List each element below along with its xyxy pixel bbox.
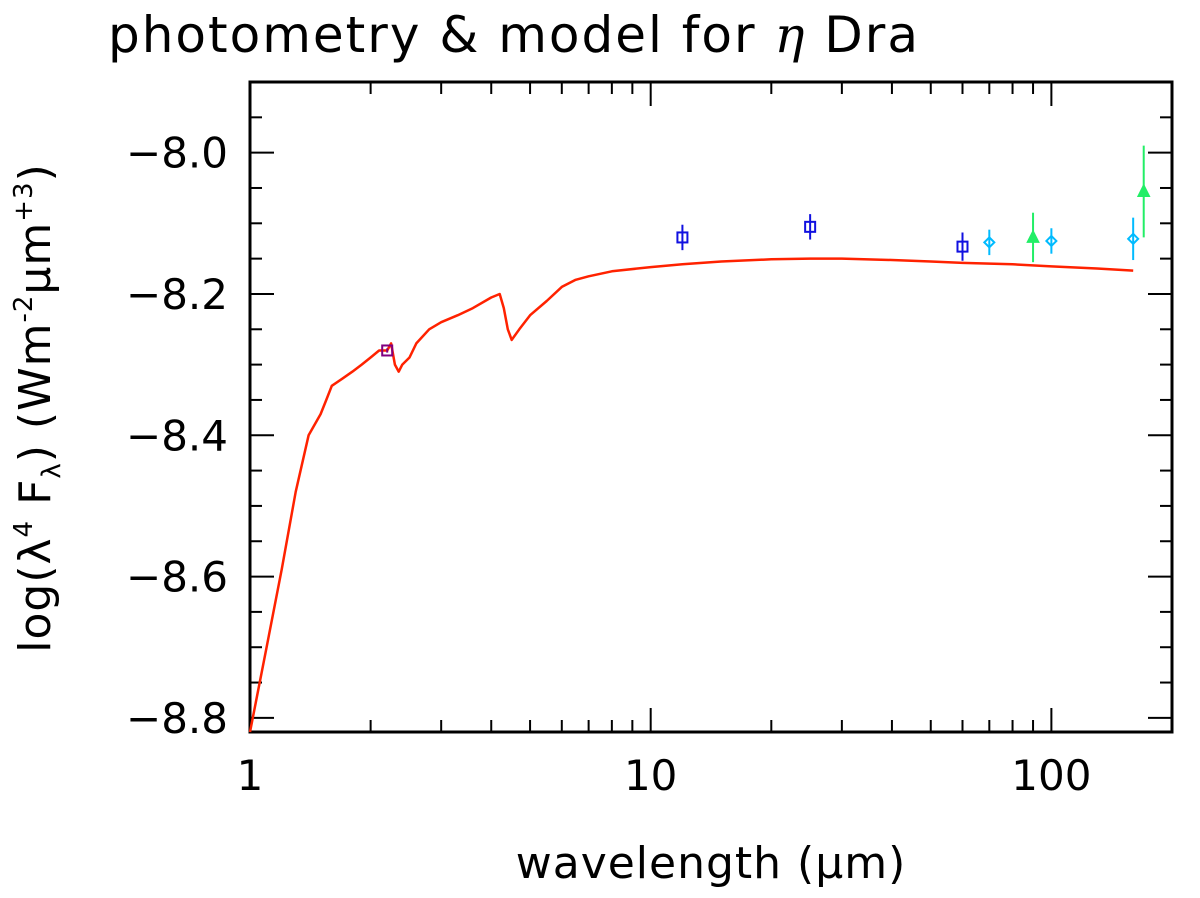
plot-frame [248, 80, 1174, 734]
data-point-square [676, 231, 689, 244]
data-point-triangle [1026, 229, 1040, 243]
chart-title-suffix: Dra [806, 6, 920, 64]
y-label-e: ) [10, 163, 61, 181]
y-tick-label: −8.2 [126, 270, 228, 319]
y-label-sup2: -2 [9, 295, 39, 323]
data-point-diamond [1126, 232, 1140, 246]
y-tick-label: −8.0 [126, 129, 228, 178]
y-tick-label: −8.6 [126, 553, 228, 602]
x-tick-label: 1 [237, 751, 264, 800]
y-label-sup3: +3 [9, 181, 39, 221]
data-point-square [804, 220, 817, 233]
y-label-b: F [10, 479, 61, 520]
y-axis-label: log(λ4 Fλ) (Wm-2μm+3) [9, 163, 67, 653]
y-label-a: log(λ [10, 537, 61, 652]
data-points [381, 145, 1151, 357]
tick-labels: 1 10 100 −8.8 −8.6 −8.4 −8.2 −8.0 [126, 129, 1091, 800]
data-point-diamond [982, 235, 996, 249]
y-label-c: ) (Wm [10, 323, 61, 463]
model-line [248, 257, 1134, 733]
y-tick-label: −8.8 [126, 694, 228, 743]
data-point-square [381, 344, 394, 357]
y-label-d: μm [10, 222, 61, 295]
model-curve [248, 257, 1134, 733]
data-point-square [956, 240, 969, 253]
y-label-sub: λ [37, 462, 67, 478]
data-point-diamond [1044, 234, 1058, 248]
x-axis-label: wavelength (μm) [516, 838, 906, 889]
x-tick-label: 10 [624, 751, 677, 800]
x-tick-label: 100 [1011, 751, 1091, 800]
axis-ticks [249, 82, 1173, 732]
chart-title-prefix: photometry & model for [108, 6, 774, 64]
y-label-sup1: 4 [9, 520, 39, 538]
data-point-triangle [1136, 183, 1151, 198]
chart-title: photometry & model for η Dra [108, 6, 920, 64]
y-tick-label: −8.4 [126, 411, 228, 460]
chart-title-symbol: η [774, 6, 806, 64]
